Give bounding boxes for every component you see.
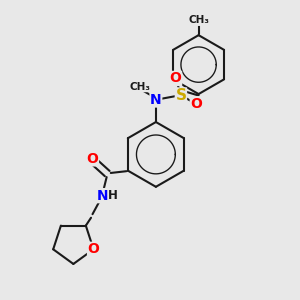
Text: CH₃: CH₃ — [129, 82, 150, 92]
Text: H: H — [108, 189, 118, 202]
Text: O: O — [170, 71, 182, 85]
Text: N: N — [150, 93, 162, 107]
Text: N: N — [97, 189, 109, 202]
Text: CH₃: CH₃ — [188, 15, 209, 26]
Text: O: O — [88, 242, 100, 256]
Text: S: S — [176, 88, 186, 103]
Text: O: O — [87, 152, 98, 166]
Text: O: O — [190, 97, 202, 111]
